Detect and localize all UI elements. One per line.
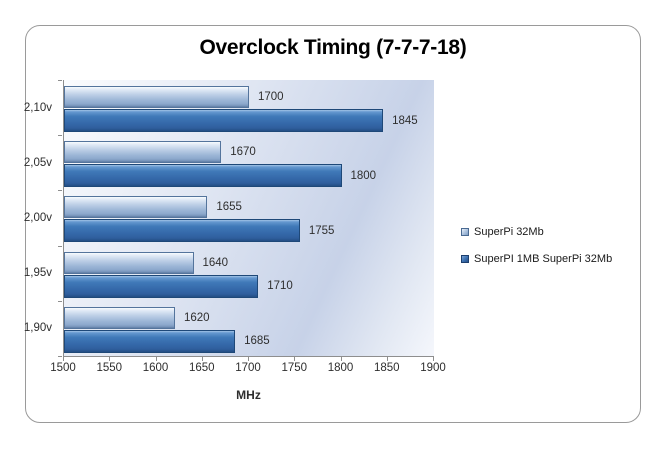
bar-series-1	[64, 251, 194, 274]
plot-area: 1700 1845 1670 1800 1655 1755 1640 1710 1620 1685	[63, 80, 434, 361]
bar-series-2	[64, 109, 384, 132]
y-axis-tick	[58, 80, 62, 81]
bar-series-2	[64, 329, 236, 353]
bar-series-1	[64, 86, 249, 108]
data-label: 1655	[216, 201, 242, 214]
y-axis-tick	[58, 300, 62, 302]
y-axis-tick	[58, 190, 62, 192]
y-axis-tick	[58, 245, 62, 247]
x-axis-tick-label: 1800	[327, 362, 354, 374]
data-label: 1640	[202, 256, 229, 269]
legend: SuperPi 32Mb SuperPI 1MB SuperPi 32Mb	[461, 225, 612, 279]
x-axis-tick-label: 1650	[188, 362, 215, 374]
x-axis-title: MHz	[236, 388, 261, 402]
x-axis-tick	[386, 357, 388, 361]
y-axis-tick	[58, 356, 62, 357]
y-axis-line	[58, 80, 64, 357]
x-axis-tick	[155, 357, 157, 361]
x-axis-tick-label: 1750	[281, 362, 308, 374]
x-axis-tick	[433, 357, 434, 361]
data-label: 1700	[258, 91, 284, 103]
x-axis-tick-label: 1850	[373, 362, 400, 374]
legend-marker-icon	[461, 227, 469, 236]
x-axis-tick-label: 1550	[96, 362, 123, 374]
bar-series-2	[64, 274, 259, 298]
x-axis-tick	[340, 357, 342, 361]
data-label: 1670	[230, 146, 256, 159]
y-axis-label: 1,90v	[23, 322, 52, 335]
data-label: 1845	[392, 114, 418, 127]
legend-label: SuperPi 32Mb	[474, 225, 544, 238]
bar-series-2	[64, 219, 300, 243]
data-label: 1685	[244, 335, 270, 348]
legend-entry: SuperPI 1MB SuperPi 32Mb	[461, 252, 612, 265]
x-axis-tick	[201, 357, 203, 361]
x-axis-tick-label: 1700	[235, 362, 261, 374]
y-axis-label: 2,05v	[23, 156, 52, 169]
y-axis-label: 2,00v	[23, 211, 52, 224]
bar-series-1	[64, 196, 208, 219]
bar-series-2	[64, 164, 342, 188]
x-axis-tick	[294, 357, 296, 361]
legend-entry: SuperPi 32Mb	[461, 225, 612, 238]
legend-label: SuperPI 1MB SuperPi 32Mb	[474, 252, 613, 265]
bar-series-1	[64, 306, 175, 329]
x-axis-tick-label: 1900	[420, 362, 446, 374]
y-axis-tick	[58, 135, 62, 137]
bar-series-1	[64, 141, 222, 164]
x-axis-tick	[63, 357, 64, 361]
x-axis-line	[63, 356, 434, 357]
y-axis-label: 2,10v	[23, 101, 52, 114]
y-axis-label: 1,95v	[23, 267, 52, 280]
data-label: 1620	[184, 311, 210, 324]
chart-title: Overclock Timing (7-7-7-18)	[199, 36, 467, 59]
x-axis-tick-label: 1500	[50, 362, 76, 374]
x-axis-tick	[109, 357, 111, 361]
data-label: 1755	[308, 224, 335, 237]
data-label: 1800	[350, 169, 377, 182]
legend-marker-icon	[461, 254, 469, 263]
x-axis-tick	[248, 357, 249, 361]
x-axis-tick-label: 1600	[142, 362, 169, 374]
data-label: 1710	[267, 280, 293, 293]
